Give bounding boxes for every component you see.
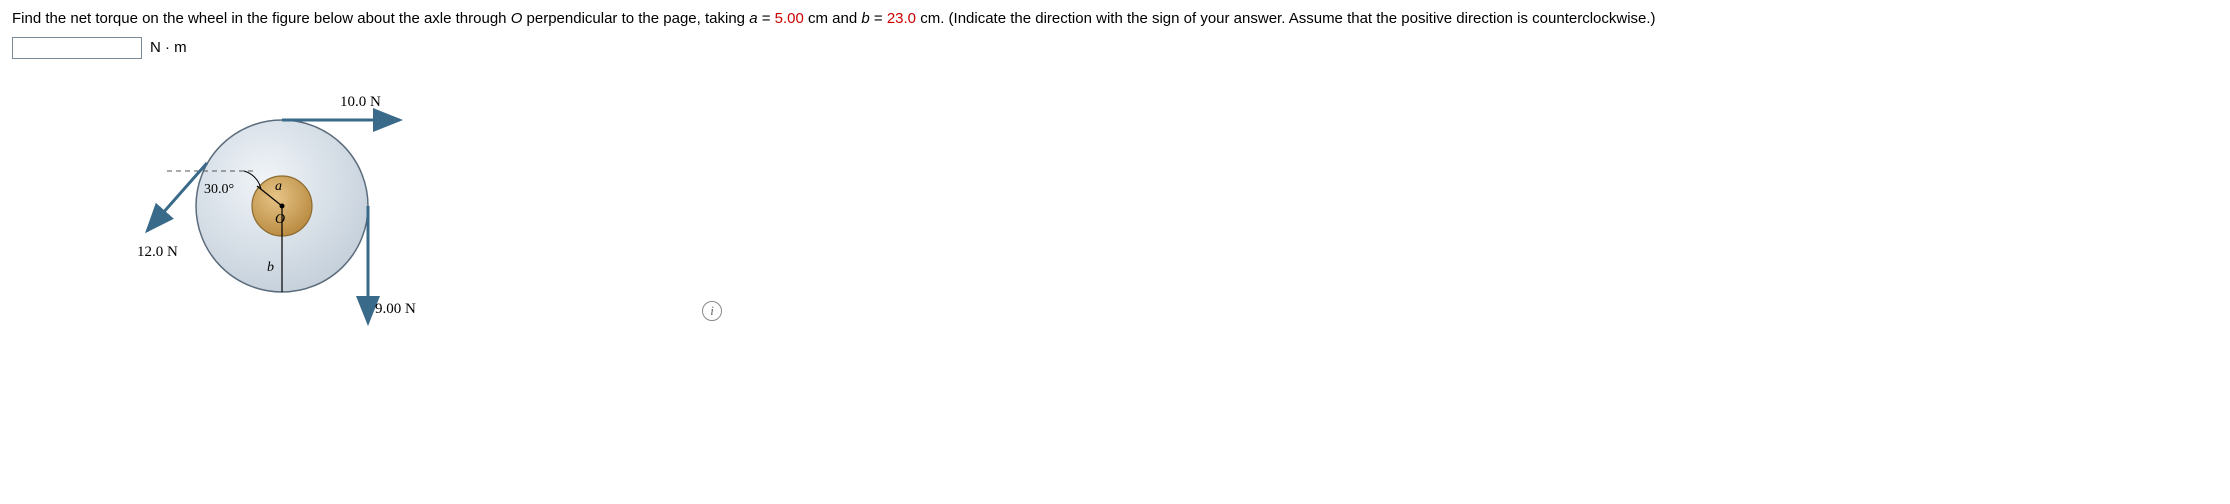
force-left-label: 12.0 N: [137, 244, 178, 260]
answer-row: N · m: [12, 37, 2218, 59]
var-a: a: [749, 10, 757, 27]
force-bottom-label: 9.00 N: [375, 301, 416, 317]
text: =: [758, 10, 775, 27]
var-O: O: [511, 10, 523, 27]
var-b: b: [861, 10, 869, 27]
text: cm and: [804, 10, 862, 27]
problem-statement: Find the net torque on the wheel in the …: [12, 8, 2218, 31]
answer-unit: N · m: [150, 39, 187, 56]
angle-label: 30.0°: [204, 182, 234, 197]
figure-container: 10.0 N 12.0 N 9.00 N 30.0° a b O i: [112, 71, 432, 341]
info-icon[interactable]: i: [702, 301, 722, 321]
text: cm. (Indicate the direction with the sig…: [916, 10, 1656, 27]
label-a: a: [275, 179, 282, 194]
text: perpendicular to the page, taking: [522, 10, 749, 27]
force-top-label: 10.0 N: [340, 94, 381, 110]
answer-input[interactable]: [12, 37, 142, 59]
text: Find the net torque on the wheel in the …: [12, 10, 511, 27]
label-O: O: [275, 212, 285, 227]
text: =: [870, 10, 887, 27]
info-icon-glyph: i: [710, 303, 714, 319]
label-b: b: [267, 260, 274, 275]
wheel-diagram: 10.0 N 12.0 N 9.00 N 30.0° a b O: [112, 71, 432, 341]
value-b: 23.0: [887, 10, 916, 27]
value-a: 5.00: [775, 10, 804, 27]
